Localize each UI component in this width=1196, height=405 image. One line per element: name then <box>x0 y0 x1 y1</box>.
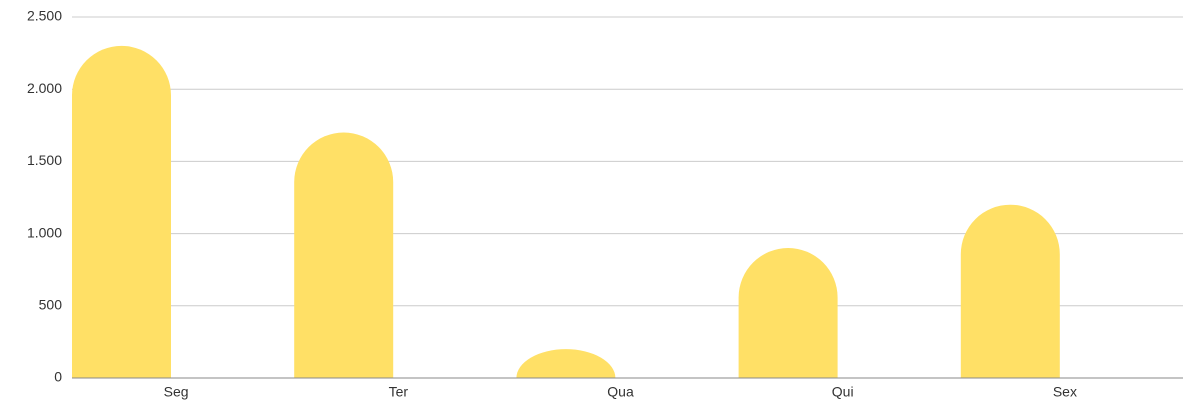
y-tick-label: 1.500 <box>27 152 62 168</box>
y-tick-label: 2.500 <box>27 8 62 24</box>
y-tick-label: 2.000 <box>27 80 62 96</box>
x-tick-label: Seg <box>164 384 189 400</box>
bar <box>738 248 838 378</box>
x-tick-label: Ter <box>389 384 409 400</box>
x-tick-label: Qui <box>832 384 854 400</box>
x-tick-label: Qua <box>607 384 634 400</box>
x-tick-label: Sex <box>1053 384 1077 400</box>
bar <box>960 204 1060 378</box>
bar <box>516 349 616 378</box>
bar <box>294 132 394 378</box>
y-tick-label: 1.000 <box>27 224 62 240</box>
y-tick-label: 500 <box>39 297 63 313</box>
y-tick-label: 0 <box>54 369 62 385</box>
bar <box>72 45 171 378</box>
